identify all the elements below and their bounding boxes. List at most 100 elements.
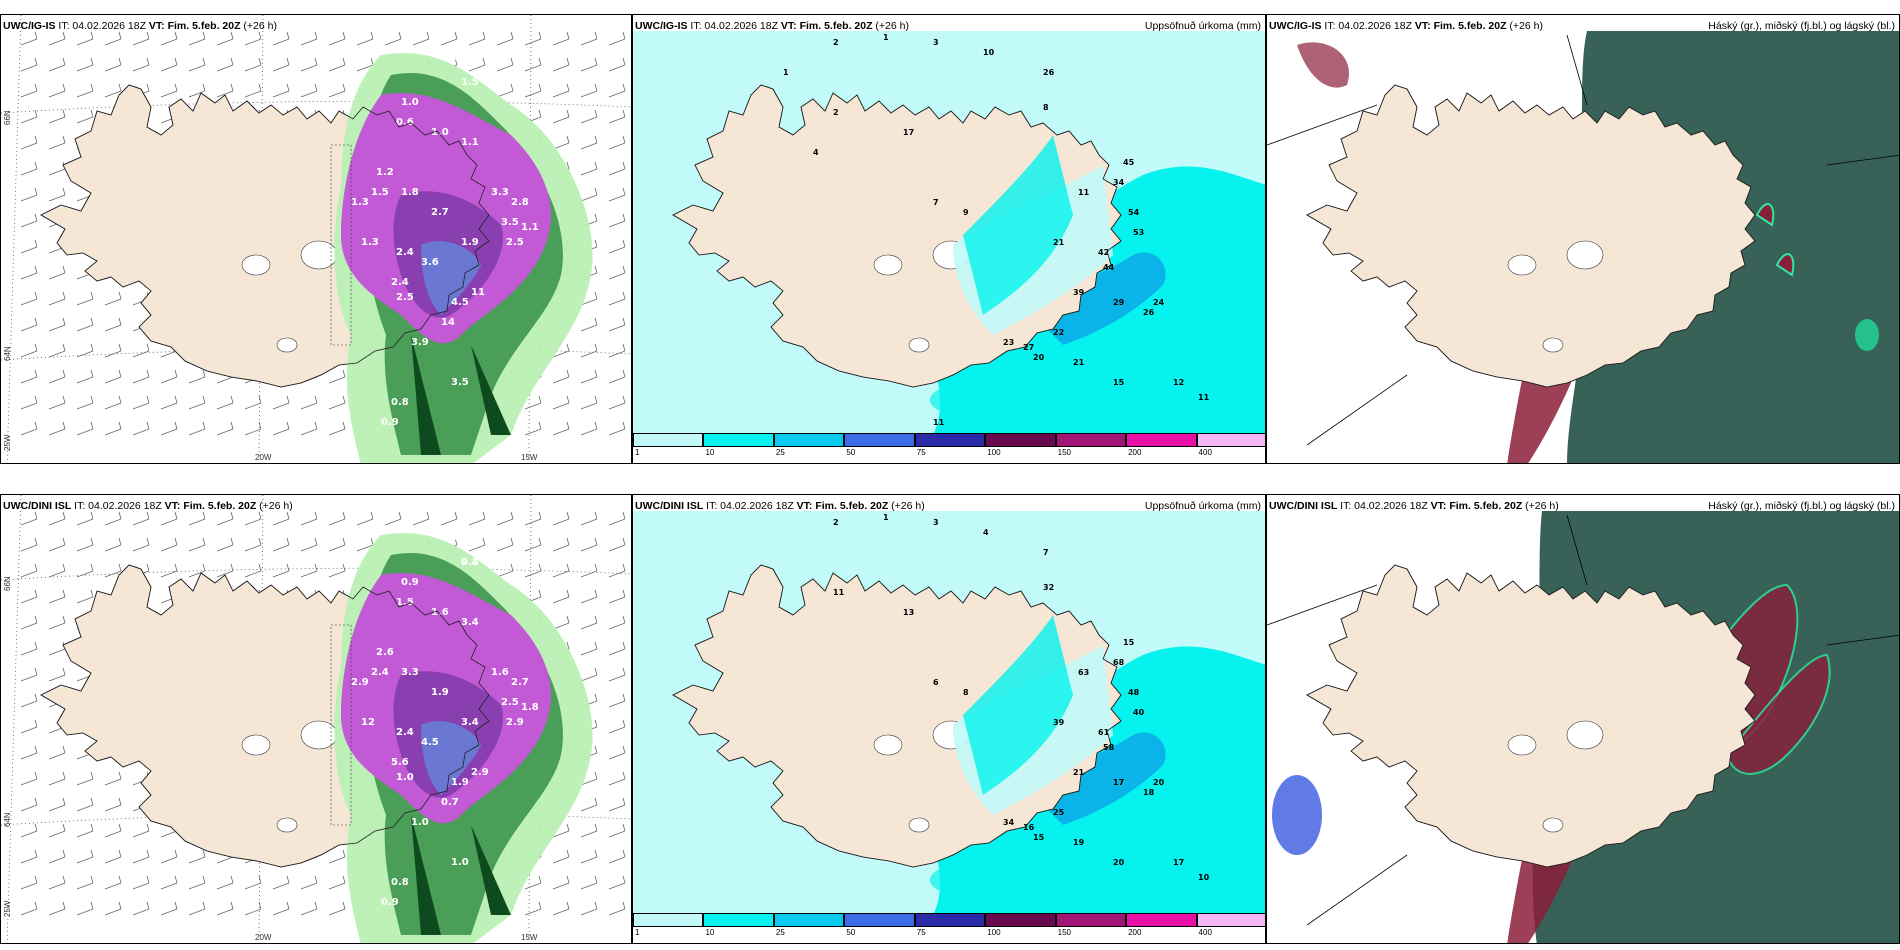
legend-swatch xyxy=(1055,913,1127,927)
panel-cloud-cover-igis: UWC/IG-IS IT: 04.02.2026 18Z VT: Fim. 5.… xyxy=(1266,14,1900,464)
glacier xyxy=(873,734,903,756)
value-labels: 0.51.51.00.61.01.11.21.51.31.82.73.32.83… xyxy=(351,52,539,428)
accum-value-label: 39 xyxy=(1073,288,1085,297)
accum-value-label: 45 xyxy=(1123,158,1135,167)
lat-label-64n: 64N xyxy=(3,346,12,361)
value-labels: 0.50.40.91.51.63.42.62.42.93.31.91.62.72… xyxy=(351,532,539,908)
value-labels: 2134732156863484039615817211820253416151… xyxy=(833,513,1210,882)
accum-value-label: 7 xyxy=(1043,548,1049,557)
legend-swatch xyxy=(703,433,774,447)
legend-swatch xyxy=(914,913,986,927)
precip-value-label: 0.9 xyxy=(381,417,399,428)
lat-label-64n: 64N xyxy=(3,812,12,827)
precip-value-label: 1.2 xyxy=(376,167,394,178)
precip-value-label: 3.9 xyxy=(411,337,429,348)
precip-value-label: 2.7 xyxy=(511,677,529,688)
accum-value-label: 26 xyxy=(1143,308,1155,317)
panel-title: UWC/DINI ISL IT: 04.02.2026 18Z VT: Fim.… xyxy=(3,500,293,512)
precip-field xyxy=(330,53,593,463)
panel-right-title: Uppsöfnuð úrkoma (mm) xyxy=(1144,20,1261,32)
precip-value-label: 2.5 xyxy=(506,237,524,248)
lon-label-20w: 20W xyxy=(255,453,272,462)
precip-value-label: 3.5 xyxy=(501,217,519,228)
glacier xyxy=(300,720,338,750)
accum-value-label: 42 xyxy=(1098,248,1109,257)
legend-swatch xyxy=(844,433,915,447)
accum-value-label: 48 xyxy=(1128,688,1140,697)
precip-value-label: 2.7 xyxy=(431,207,449,218)
precip-value-label: 0.5 xyxy=(451,52,469,63)
precip-value-label: 1.0 xyxy=(451,857,469,868)
glacier xyxy=(241,734,271,756)
accum-value-label: 17 xyxy=(1113,778,1124,787)
precip-value-label: 12 xyxy=(361,717,375,728)
panel-right-title: Uppsöfnuð úrkoma (mm) xyxy=(1144,500,1261,512)
accum-value-label: 11 xyxy=(1198,393,1210,402)
legend-swatch xyxy=(985,913,1056,927)
precip-value-label: 1.5 xyxy=(396,597,414,608)
panel-right-title: Háský (gr.), miðský (fj.bl.) og lágský (… xyxy=(1708,20,1895,32)
lon-label-20w: 20W xyxy=(255,933,272,942)
accum-value-label: 54 xyxy=(1128,208,1140,217)
accum-value-label: 15 xyxy=(1123,638,1135,647)
glacier xyxy=(873,254,903,276)
accum-value-label: 10 xyxy=(983,48,995,57)
panel-title: UWC/IG-IS IT: 04.02.2026 18Z VT: Fim. 5.… xyxy=(635,20,909,32)
map-canvas xyxy=(1267,511,1899,943)
panel-cloud-cover-dini: UWC/DINI ISL IT: 04.02.2026 18Z VT: Fim.… xyxy=(1266,494,1900,944)
precip-value-label: 3.5 xyxy=(451,377,469,388)
region-borders xyxy=(1267,34,1899,446)
lon-label-25w: 25W xyxy=(3,900,12,917)
accum-value-label: 4 xyxy=(813,148,819,157)
accum-value-label: 2 xyxy=(833,38,839,47)
accum-value-label: 29 xyxy=(1113,298,1125,307)
legend-tick-label: 150 xyxy=(1057,928,1072,937)
legend-tick-label: 150 xyxy=(1057,448,1072,457)
accum-value-label: 17 xyxy=(903,128,914,137)
accum-value-label: 1 xyxy=(783,68,789,77)
accum-value-label: 15 xyxy=(1033,833,1045,842)
map-canvas: 2134732156863484039615817211820253416151… xyxy=(633,511,1265,921)
accum-value-label: 8 xyxy=(963,688,969,697)
lon-label-25w: 25W xyxy=(3,434,12,451)
legend-tick-label: 10 xyxy=(705,448,715,457)
glacier xyxy=(241,254,271,276)
accum-value-label: 20 xyxy=(1153,778,1165,787)
legend-swatch xyxy=(844,913,915,927)
precip-value-label: 2.9 xyxy=(471,767,489,778)
panel-right-title: Háský (gr.), miðský (fj.bl.) og lágský (… xyxy=(1708,500,1895,512)
precip-value-label: 1.3 xyxy=(351,197,369,208)
precip-value-label: 5.6 xyxy=(391,757,409,768)
panel-precip-rate-dini: UWC/DINI ISL IT: 04.02.2026 18Z VT: Fim.… xyxy=(0,494,632,944)
precip-value-label: 0.5 xyxy=(451,532,469,543)
accum-value-label: 24 xyxy=(1153,298,1165,307)
map-canvas: 2131026845341154532142442939262422232720… xyxy=(633,31,1265,441)
precip-value-label: 3.4 xyxy=(461,717,479,728)
legend-tick-label: 200 xyxy=(1128,448,1142,457)
accum-value-label: 40 xyxy=(1133,708,1145,717)
precip-value-label: 2.4 xyxy=(396,727,414,738)
precip-value-label: 1.3 xyxy=(361,237,379,248)
accum-value-label: 20 xyxy=(1113,858,1125,867)
accum-value-label: 68 xyxy=(1113,658,1125,667)
legend-swatch xyxy=(633,433,704,447)
accum-value-label: 11 xyxy=(833,588,845,597)
glacier xyxy=(1566,720,1604,750)
accum-value-label: 2 xyxy=(833,518,839,527)
precip-value-label: 2.4 xyxy=(371,667,389,678)
accum-value-label: 22 xyxy=(1053,328,1064,337)
accum-value-label: 10 xyxy=(1198,873,1210,882)
accum-value-label: 32 xyxy=(1043,583,1054,592)
legend-tick-label: 75 xyxy=(916,448,926,457)
accum-value-label: 19 xyxy=(1073,838,1085,847)
precip-value-label: 1.6 xyxy=(491,667,509,678)
legend-tick-label: 100 xyxy=(987,928,1001,937)
precip-value-label: 1.0 xyxy=(431,127,449,138)
precip-value-label: 3.3 xyxy=(491,187,509,198)
precip-value-label: 2.9 xyxy=(506,717,524,728)
precip-value-label: 1.5 xyxy=(371,187,389,198)
legend-swatch xyxy=(1196,433,1265,447)
precip-value-label: 1.9 xyxy=(451,777,469,788)
precip-value-label: 0.8 xyxy=(391,397,409,408)
precip-value-label: 1.9 xyxy=(461,237,479,248)
